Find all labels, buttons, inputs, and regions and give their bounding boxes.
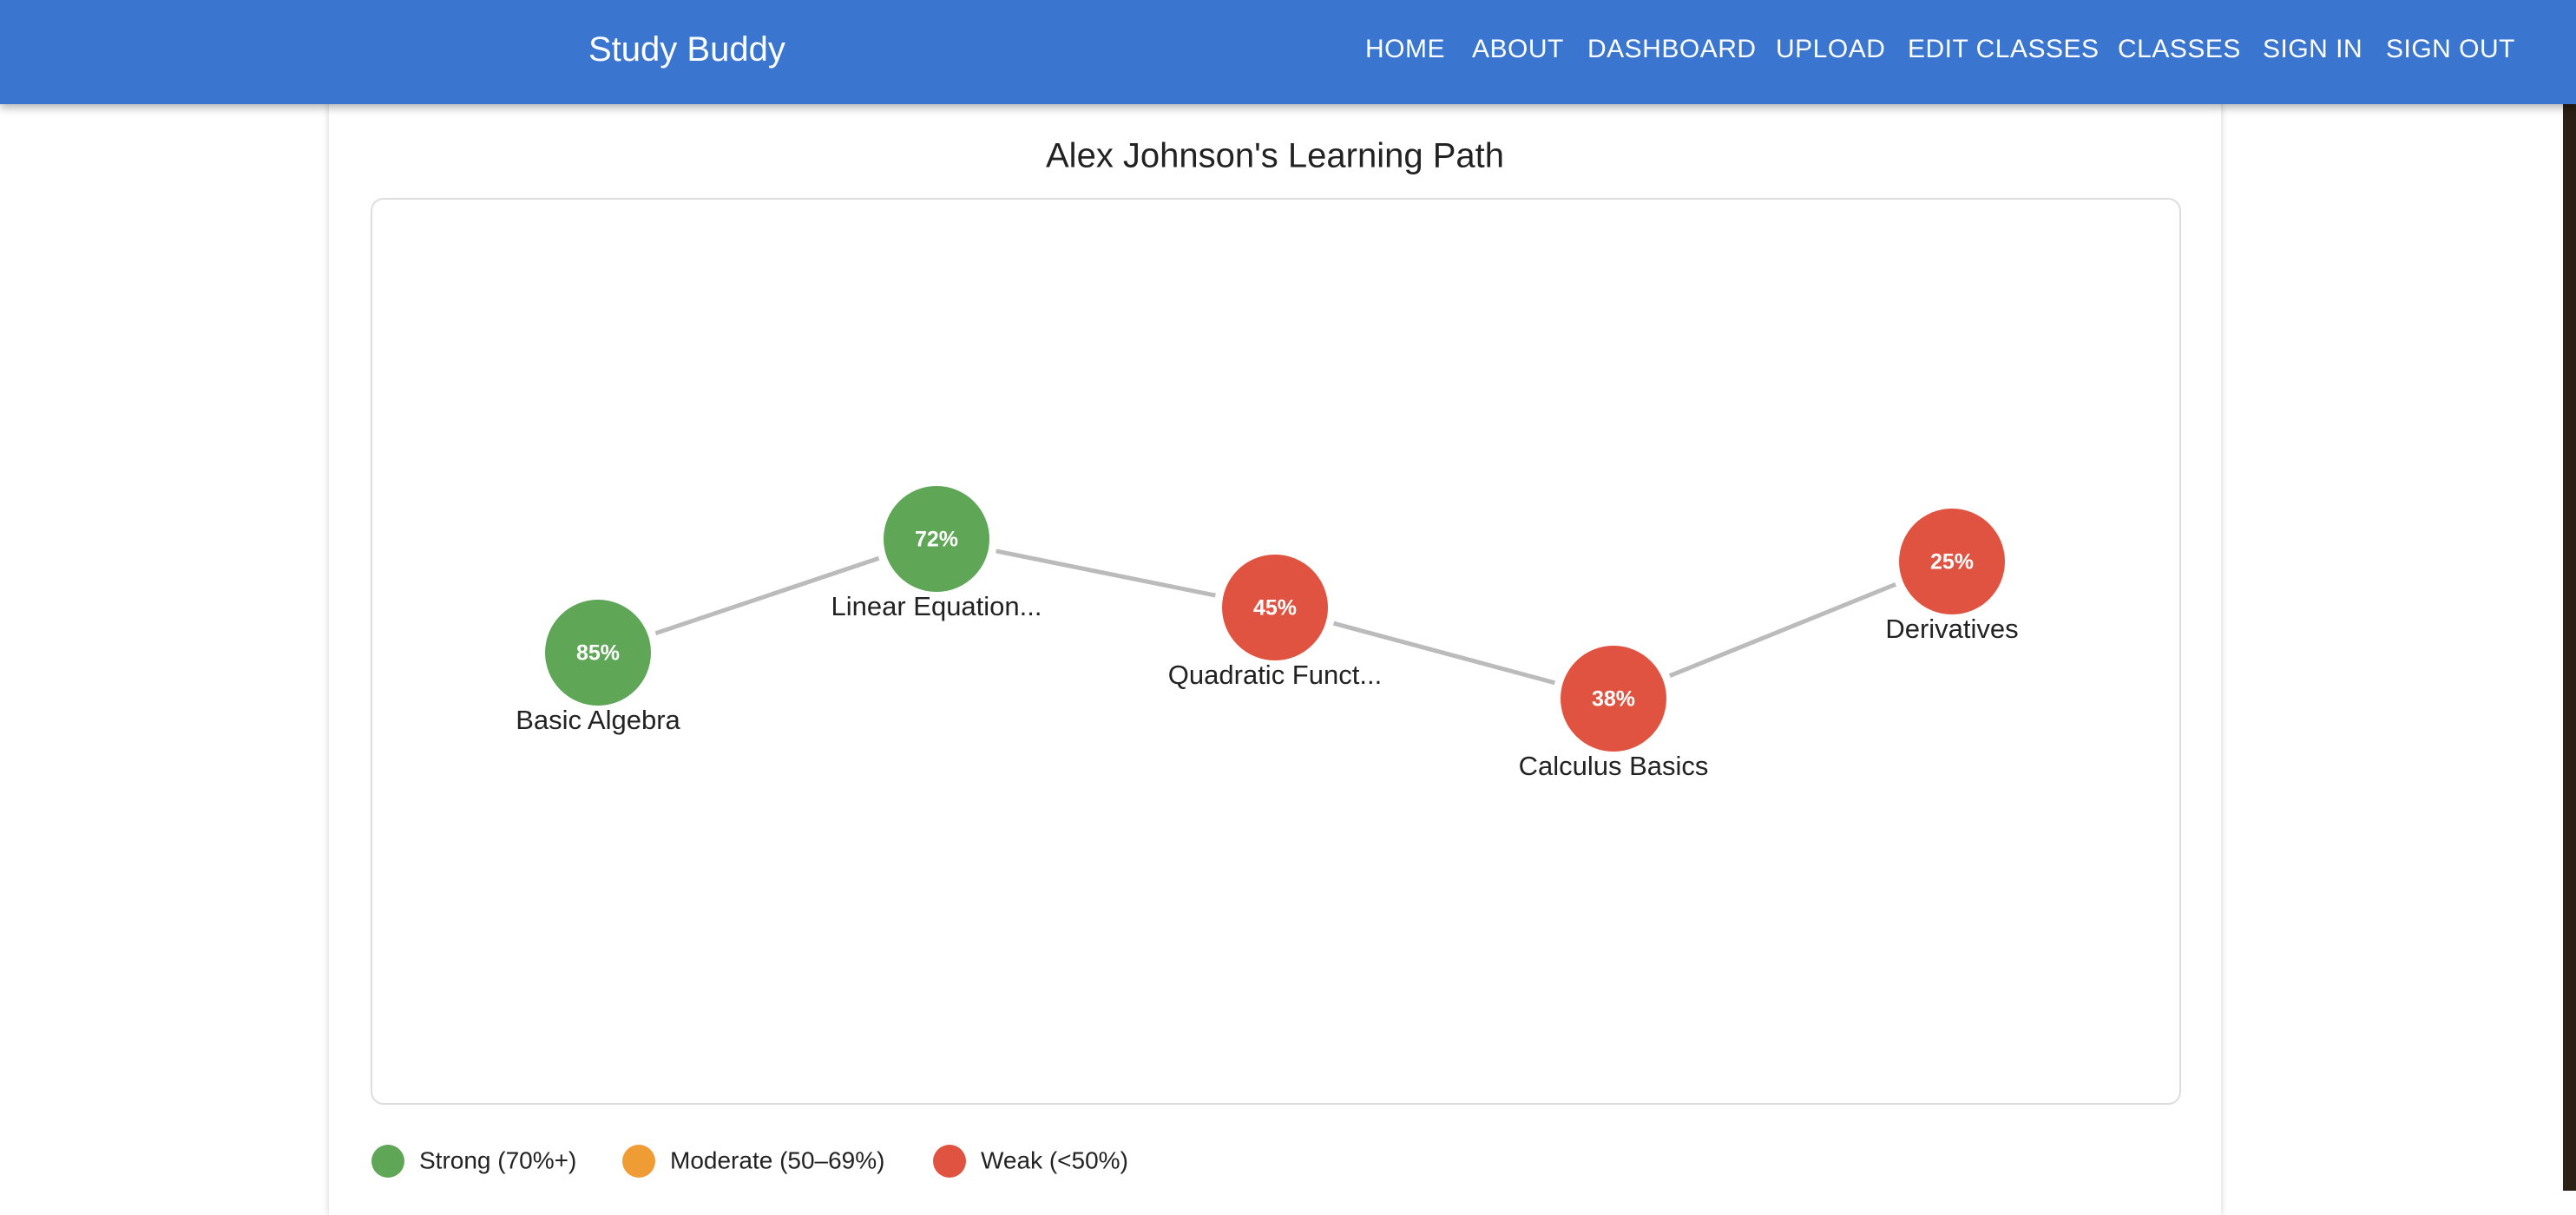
node-score: 72% xyxy=(915,528,958,552)
nav-link[interactable]: HOME xyxy=(1365,35,1445,63)
edge xyxy=(1332,621,1556,686)
nav-link[interactable]: SIGN IN xyxy=(2263,35,2363,63)
node-label: Calculus Basics xyxy=(1519,751,1709,781)
legend-swatch xyxy=(933,1145,966,1178)
node xyxy=(884,486,989,592)
node xyxy=(545,600,651,706)
node-score: 25% xyxy=(1930,550,1974,575)
node xyxy=(1899,509,2005,614)
node-label: Linear Equation... xyxy=(831,591,1042,621)
nav-link[interactable]: EDIT CLASSES xyxy=(1908,35,2100,63)
diagram-title: Alex Johnson's Learning Path xyxy=(1046,137,1504,175)
nav-link[interactable]: ABOUT xyxy=(1472,35,1564,63)
edge xyxy=(996,548,1216,598)
node xyxy=(1222,555,1328,660)
edge xyxy=(1668,581,1897,679)
node-score: 85% xyxy=(576,641,620,666)
node-label: Quadratic Funct... xyxy=(1168,660,1382,690)
legend-swatch xyxy=(622,1145,655,1178)
navbar: Study Buddy HOME ABOUT DASHBOARD UPLOAD … xyxy=(0,0,2576,104)
brand[interactable]: Study Buddy xyxy=(588,30,785,69)
node-score: 45% xyxy=(1253,596,1297,621)
nav-link[interactable]: DASHBOARD xyxy=(1587,35,1757,63)
legend-label: Weak (<50%) xyxy=(981,1146,1128,1173)
window-edge xyxy=(2563,0,2576,1191)
legend-label: Strong (70%+) xyxy=(419,1146,576,1173)
node xyxy=(1561,646,1666,752)
node-score: 38% xyxy=(1592,687,1635,712)
nav-link[interactable]: SIGN OUT xyxy=(2386,35,2516,63)
nav-link[interactable]: CLASSES xyxy=(2118,35,2241,63)
node-label: Basic Algebra xyxy=(516,705,680,735)
node-label: Derivatives xyxy=(1885,614,2018,644)
legend-swatch xyxy=(371,1145,404,1178)
nav-link[interactable]: UPLOAD xyxy=(1776,35,1886,63)
legend-label: Moderate (50–69%) xyxy=(670,1146,884,1173)
edge xyxy=(654,555,880,636)
